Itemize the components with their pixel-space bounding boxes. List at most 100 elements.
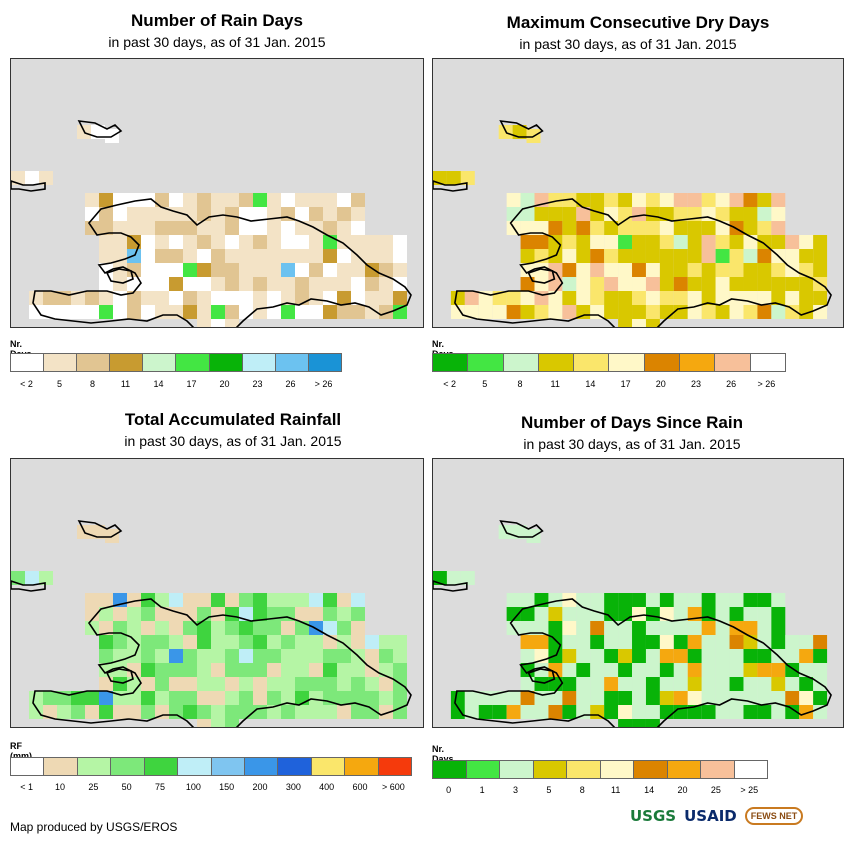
grid-cell	[379, 277, 393, 291]
grid-cell	[85, 207, 99, 221]
grid-cell	[701, 621, 716, 635]
grid-cell	[393, 663, 407, 677]
legend-swatch	[644, 354, 681, 371]
grid-cell	[281, 263, 295, 277]
grid-cell	[29, 291, 43, 305]
grid-cell	[492, 305, 507, 319]
legend-label: 5	[546, 785, 552, 795]
grid-cell	[492, 705, 507, 719]
grid-cell	[197, 705, 211, 719]
grid-cell	[757, 677, 772, 691]
legend-label: 50	[121, 782, 132, 792]
panel-subtitle: in past 30 days, as of 31 Jan. 2015	[124, 433, 342, 449]
grid-cell	[127, 607, 141, 621]
grid-cell	[687, 663, 702, 677]
grid-cell	[29, 691, 43, 705]
legend-label: 14	[153, 379, 164, 389]
grid-cell	[701, 221, 716, 235]
grid-cell	[281, 621, 295, 635]
grid-cell	[520, 691, 535, 705]
grid-cell	[169, 677, 183, 691]
grid-cell	[771, 635, 786, 649]
grid-cell	[645, 705, 660, 719]
grid-cell	[225, 263, 239, 277]
grid-cell	[267, 193, 281, 207]
grid-cell	[590, 593, 605, 607]
grid-cell	[295, 305, 309, 319]
grid-cell	[211, 249, 225, 263]
grid-cell	[785, 635, 800, 649]
grid-cell	[239, 621, 253, 635]
grid-cell	[71, 305, 85, 319]
grid-cell	[659, 635, 674, 649]
grid-cell	[85, 691, 99, 705]
grid-cell	[99, 677, 113, 691]
grid-cell	[562, 249, 577, 263]
legend-colorbar	[10, 353, 342, 372]
grid-cell	[197, 319, 211, 327]
grid-cell	[673, 291, 688, 305]
grid-cell	[127, 235, 141, 249]
since-rain-map	[432, 458, 844, 728]
legend-swatch	[567, 761, 601, 778]
grid-cell	[225, 719, 239, 727]
grid-cell	[618, 663, 633, 677]
grid-cell	[632, 663, 646, 677]
grid-cell	[590, 291, 605, 305]
grid-cell	[799, 663, 814, 677]
grid-cell	[211, 663, 225, 677]
legend-swatch	[734, 761, 767, 778]
grid-cell	[197, 277, 211, 291]
grid-cell	[323, 593, 337, 607]
grid-cell	[576, 593, 591, 607]
grid-cell	[562, 677, 577, 691]
grid-cell	[520, 249, 535, 263]
grid-cell	[337, 593, 351, 607]
grid-cell	[337, 193, 351, 207]
grid-cell	[393, 291, 407, 305]
dry-days-map	[432, 58, 844, 328]
grid-cell	[169, 691, 183, 705]
grid-cell	[506, 305, 521, 319]
grid-cell	[659, 277, 674, 291]
grid-cell	[225, 207, 239, 221]
grid-cell	[57, 305, 71, 319]
grid-cell	[715, 705, 730, 719]
grid-cell	[141, 635, 155, 649]
grid-cell	[169, 263, 183, 277]
grid-cell	[225, 249, 239, 263]
grid-cell	[267, 221, 281, 235]
grid-cell	[446, 571, 461, 585]
legend-label: 26	[285, 379, 296, 389]
grid-cell	[757, 705, 772, 719]
grid-cell	[590, 677, 605, 691]
grid-cell	[687, 221, 702, 235]
grid-cell	[323, 663, 337, 677]
grid-cell	[267, 305, 281, 319]
grid-cell	[379, 235, 393, 249]
grid-cell	[645, 263, 660, 277]
legend-label: 3	[512, 785, 519, 795]
grid-cell	[576, 291, 591, 305]
grid-cell	[169, 621, 183, 635]
grid-cell	[197, 635, 211, 649]
grid-cell	[351, 305, 365, 319]
grid-cell	[141, 221, 155, 235]
grid-cell	[576, 263, 591, 277]
usaid-logo: USAID	[684, 807, 737, 825]
grid-cell	[562, 649, 577, 663]
grid-cell	[351, 221, 365, 235]
legend-swatch	[143, 354, 177, 371]
grid-cell	[506, 193, 521, 207]
grid-cell	[520, 263, 535, 277]
grid-cell	[141, 663, 155, 677]
legend-label: 200	[252, 782, 268, 792]
grid-cell	[379, 649, 393, 663]
grid-cell	[379, 705, 393, 719]
grid-cell	[729, 305, 744, 319]
grid-cell	[729, 291, 744, 305]
grid-cell	[576, 249, 591, 263]
grid-cell	[743, 221, 758, 235]
legend-label: 23	[252, 379, 263, 389]
grid-cell	[211, 621, 225, 635]
